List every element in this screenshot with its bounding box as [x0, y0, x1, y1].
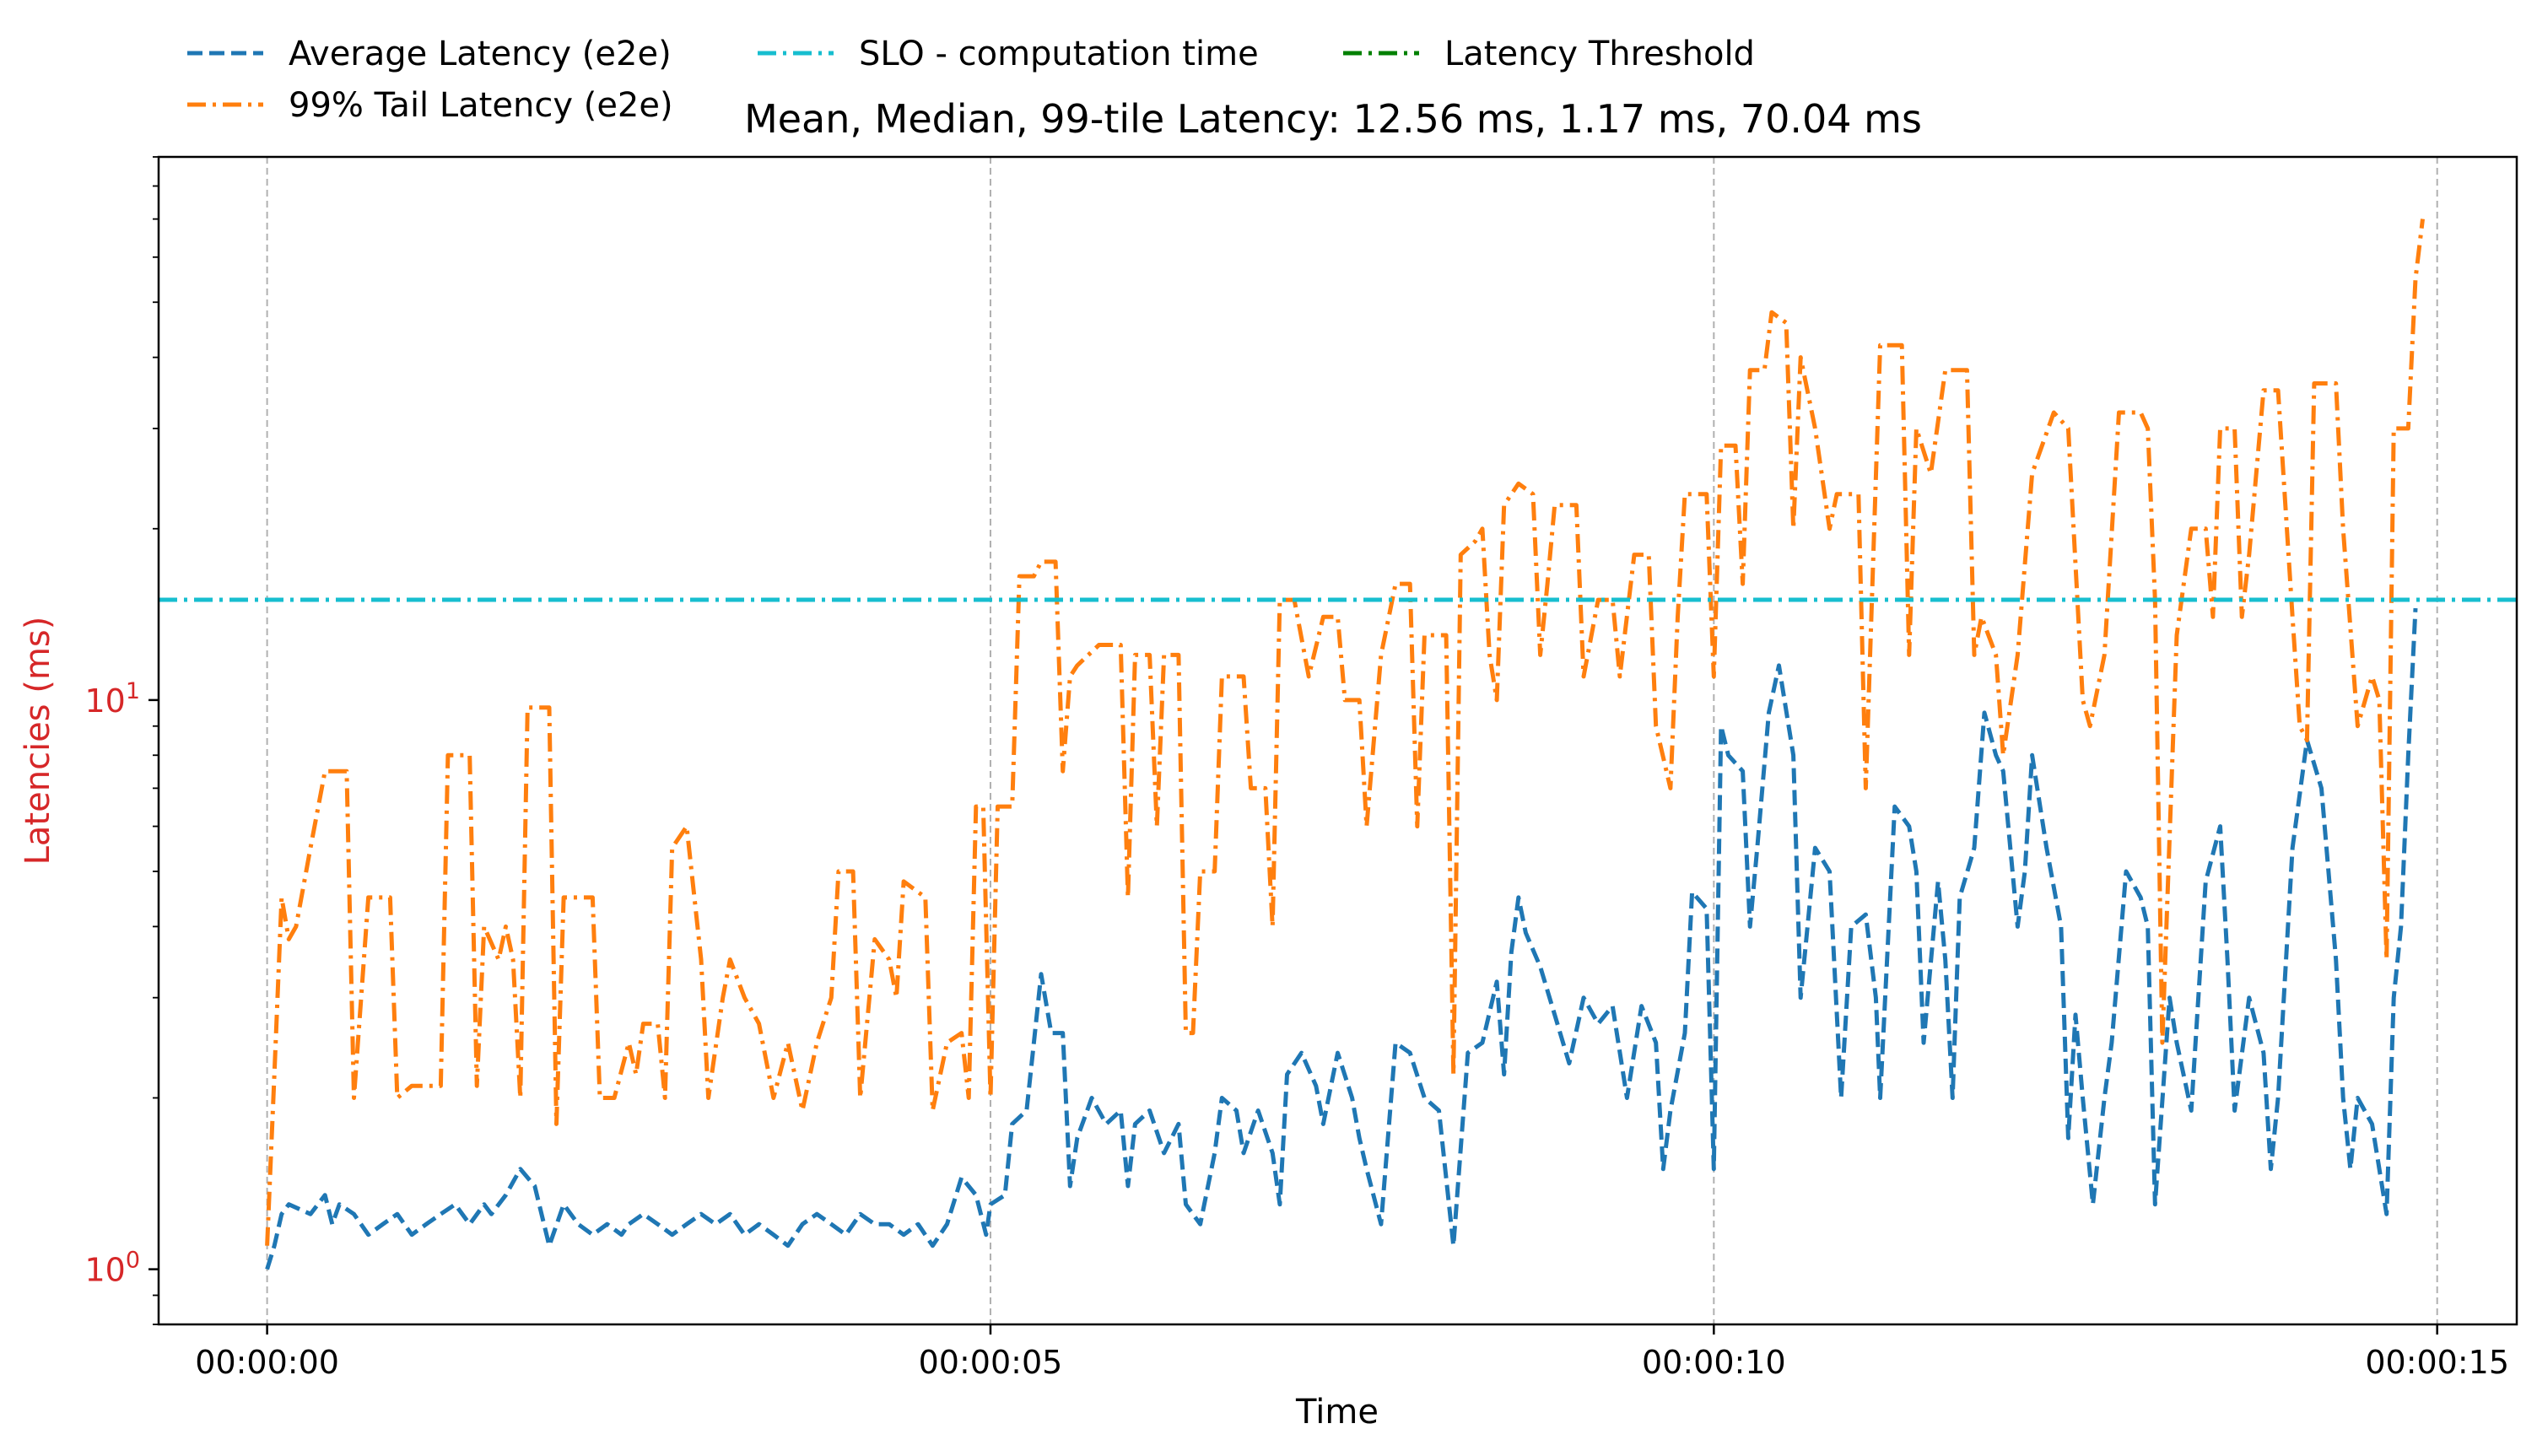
- series-layer: [159, 218, 2517, 1270]
- x-tick-label-2: 00:00:10: [1642, 1344, 1786, 1381]
- y-axis-ticks: 100 101: [84, 156, 159, 1325]
- legend-label-threshold: Latency Threshold: [1444, 35, 1755, 73]
- series-average-latency: [265, 607, 2418, 1270]
- legend: Average Latency (e2e) 99% Tail Latency (…: [187, 35, 1755, 125]
- y-axis-label: Latencies (ms): [19, 617, 57, 866]
- legend-label-tail: 99% Tail Latency (e2e): [289, 86, 673, 125]
- x-axis-label: Time: [1295, 1393, 1379, 1432]
- legend-label-average: Average Latency (e2e): [289, 35, 672, 73]
- y-tick-label-0: 100: [84, 1248, 140, 1289]
- x-tick-label-3: 00:00:15: [2365, 1344, 2509, 1381]
- grid-lines: [266, 157, 2438, 1324]
- x-tick-label-0: 00:00:00: [195, 1344, 339, 1381]
- plot-frame: [157, 155, 2518, 1326]
- x-axis-ticks: 00:00:00 00:00:05 00:00:10 00:00:15: [195, 1324, 2509, 1381]
- legend-label-slo: SLO - computation time: [859, 35, 1259, 73]
- y-tick-label-1: 101: [84, 678, 140, 720]
- chart-title: Mean, Median, 99-tile Latency: 12.56 ms,…: [744, 96, 1922, 142]
- x-tick-label-1: 00:00:05: [919, 1344, 1063, 1381]
- series-tail-latency: [265, 218, 2425, 1246]
